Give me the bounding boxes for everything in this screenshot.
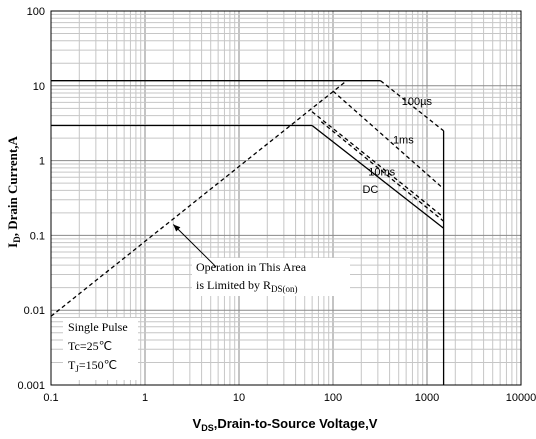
series-line-6	[320, 121, 445, 222]
condition-pulse: Single Pulse	[68, 320, 128, 334]
annotation-arrowhead	[173, 224, 181, 232]
condition-tc: Tc=25℃	[68, 339, 112, 353]
x-tick-label: 100	[324, 392, 342, 404]
x-tick-label: 10	[233, 392, 245, 404]
series-line-5	[311, 111, 445, 218]
series-line-8	[311, 124, 445, 229]
annotation-line-1: Operation in This Area	[196, 260, 307, 274]
series-lines	[50, 80, 445, 385]
y-axis-title: ID, Drain Current,A	[5, 136, 22, 248]
y-tick-label: 10	[33, 81, 45, 93]
annotation-line-2-main: is Limited by R	[196, 278, 271, 292]
conditions-box	[63, 318, 138, 380]
y-tick-label: 100	[27, 6, 45, 18]
annotation-line-2: is Limited by RDS(on)	[196, 278, 298, 294]
annotation-arrow	[172, 224, 217, 268]
annotation-box	[192, 258, 350, 296]
y-tick-label: 0.01	[24, 305, 45, 317]
curve-label: 10ms	[368, 167, 395, 179]
plot-frame	[50, 10, 522, 386]
annotation-subscript: DS(on)	[271, 284, 298, 294]
x-tick-label: 0.1	[43, 392, 58, 404]
x-tick-label: 1000	[415, 392, 439, 404]
series-line-4	[332, 90, 445, 190]
test-conditions: Single Pulse Tc=25℃ TJ=150℃	[63, 318, 138, 380]
x-axis-title: VDS,Drain-to-Source Voltage,V	[193, 416, 378, 433]
tick-labels: 0.1 1 10 100 1000 10000 0.001 0.01 0.1 1 10 100	[17, 6, 536, 404]
curve-label: 1ms	[393, 134, 414, 146]
curve-labels: 100µs 1ms 10ms DC	[362, 96, 432, 196]
rds-annotation: Operation in This Area is Limited by RDS…	[172, 224, 350, 296]
y-tick-label: 0.001	[17, 380, 45, 392]
x-tick-label: 1	[142, 392, 148, 404]
condition-tj: TJ=150℃	[68, 358, 117, 374]
curve-label: 100µs	[402, 96, 433, 108]
curve-label: DC	[362, 184, 378, 196]
series-line-0	[50, 80, 348, 317]
y-tick-label: 1	[39, 156, 45, 168]
x-tick-label: 10000	[506, 392, 536, 404]
y-tick-label: 0.1	[30, 230, 45, 242]
